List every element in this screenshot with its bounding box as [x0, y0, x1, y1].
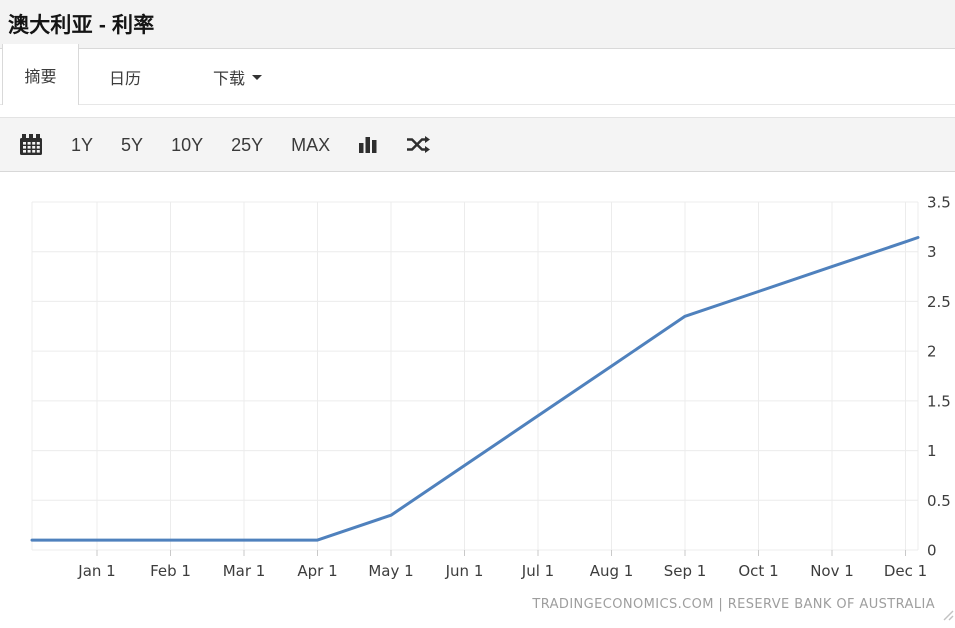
x-axis-label: Mar 1 [223, 562, 266, 580]
chart-toolbar: 1Y 5Y 10Y 25Y MAX [0, 117, 955, 172]
y-axis-label: 2 [927, 343, 937, 361]
x-axis-label: Feb 1 [150, 562, 191, 580]
x-axis-label: May 1 [368, 562, 413, 580]
page-header: 澳大利亚 - 利率 [0, 0, 955, 49]
range-25y-label: 25Y [231, 134, 264, 155]
tab-calendar-label: 日历 [109, 70, 142, 88]
tabs-bar: 摘要 日历 下载 [0, 44, 955, 105]
calendar-button[interactable] [19, 133, 43, 156]
range-1y-button[interactable]: 1Y [71, 136, 93, 154]
x-axis-label: Dec 1 [884, 562, 927, 580]
compare-button[interactable] [406, 136, 431, 153]
caret-down-icon [252, 75, 263, 80]
x-axis-label: Sep 1 [664, 562, 707, 580]
range-5y-label: 5Y [121, 134, 144, 155]
y-axis-label: 0 [927, 542, 937, 560]
chart-attribution: TRADINGECONOMICS.COM | RESERVE BANK OF A… [532, 597, 935, 612]
tab-summary[interactable]: 摘要 [2, 44, 79, 105]
range-5y-button[interactable]: 5Y [121, 136, 143, 154]
range-1y-label: 1Y [71, 134, 94, 155]
tab-download-label: 下载 [213, 70, 246, 88]
y-axis-label: 3 [927, 243, 937, 261]
chart-canvas[interactable]: 0 0.5 1 1.5 2 2.5 3 3.5 Jan 1 Feb 1 Mar 1 Apr 1 May … [0, 172, 955, 623]
y-axis-label: 2.5 [927, 293, 951, 311]
x-axis-label: Apr 1 [297, 562, 337, 580]
range-10y-label: 10Y [171, 134, 204, 155]
tab-summary-label: 摘要 [24, 68, 57, 86]
y-axis-label: 3.5 [927, 194, 951, 212]
page-title: 澳大利亚 - 利率 [8, 14, 155, 37]
x-axis-label: Oct 1 [738, 562, 778, 580]
range-25y-button[interactable]: 25Y [231, 136, 263, 154]
y-axis-label: 1.5 [927, 392, 951, 410]
x-axis-label: Jan 1 [77, 562, 115, 580]
resize-handle-icon[interactable] [941, 608, 954, 626]
range-10y-button[interactable]: 10Y [171, 136, 203, 154]
rate-line-chart[interactable]: 0 0.5 1 1.5 2 2.5 3 3.5 Jan 1 Feb 1 Mar 1 Apr 1 May … [0, 172, 955, 623]
shuffle-icon [406, 136, 431, 153]
bar-chart-icon [358, 135, 378, 154]
x-axis-label: Jun 1 [445, 562, 484, 580]
tab-calendar[interactable]: 日历 [97, 49, 153, 104]
x-axis-label: Aug 1 [590, 562, 634, 580]
calendar-icon [19, 133, 43, 156]
x-axis-label: Jul 1 [521, 562, 554, 580]
chart-type-button[interactable] [358, 135, 378, 154]
y-axis-label: 0.5 [927, 492, 951, 510]
y-axis-label: 1 [927, 442, 937, 460]
interest-rate-series-line[interactable] [30, 236, 920, 542]
range-max-button[interactable]: MAX [291, 136, 330, 154]
tab-download[interactable]: 下载 [201, 49, 274, 104]
x-axis-label: Nov 1 [810, 562, 854, 580]
range-max-label: MAX [291, 134, 331, 155]
